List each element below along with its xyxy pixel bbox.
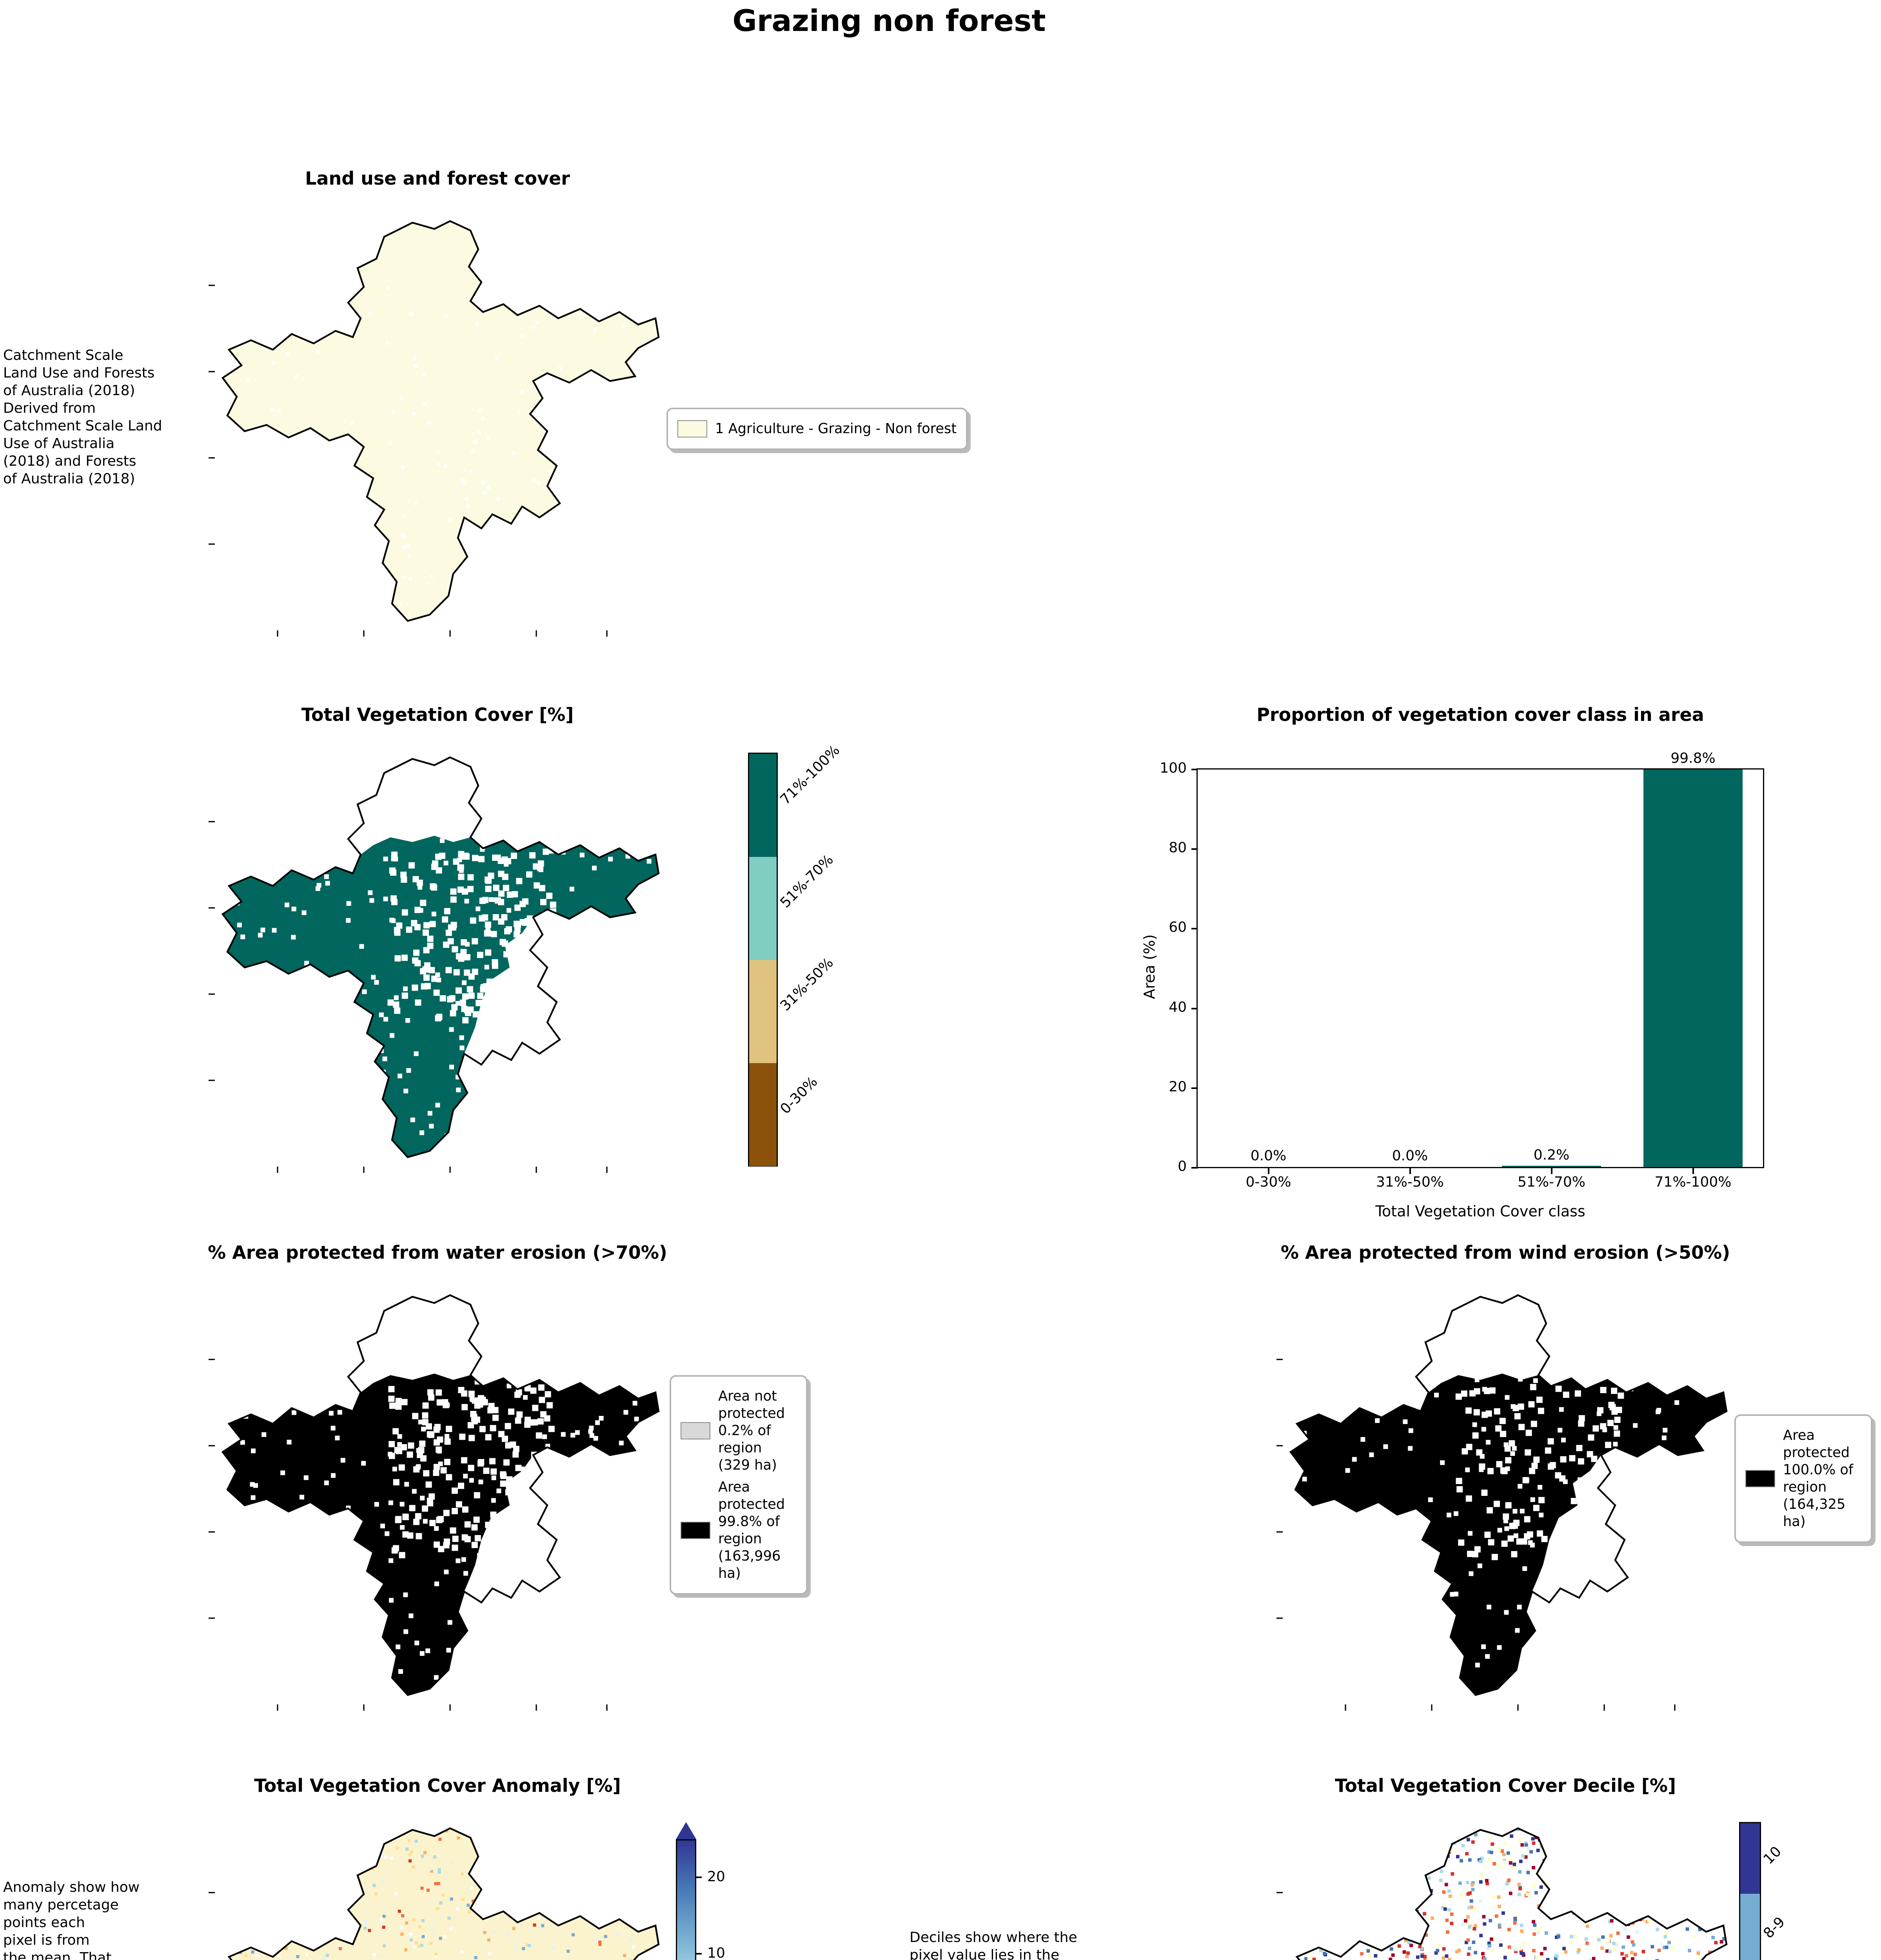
colorbar-tick	[696, 1877, 702, 1878]
y-tick-label: 60	[1169, 919, 1187, 936]
y-tick	[1191, 1007, 1198, 1009]
colorbar-tick-label: 10	[1760, 1843, 1785, 1867]
colorbar-tick	[696, 1953, 702, 1955]
anomaly-note: Anomaly show how many percetage points e…	[3, 1879, 140, 1960]
decile-title: Total Vegetation Cover Decile [%]	[1334, 1775, 1676, 1796]
y-tick	[1191, 1167, 1198, 1169]
x-tick-label: 31%-50%	[1376, 1174, 1444, 1190]
proportion-xlabel: Total Vegetation Cover class	[1375, 1203, 1585, 1220]
x-tick-label: 51%-70%	[1517, 1174, 1586, 1190]
legend-swatch	[1745, 1470, 1775, 1487]
wind-erosion-legend: Area protected 100.0% of region (164,325…	[1734, 1414, 1872, 1543]
proportion-chart-title: Proportion of vegetation cover class in …	[1256, 704, 1704, 725]
wind-erosion-map	[1276, 1294, 1728, 1711]
decile-colorbar: 108-94-72-31	[1739, 1822, 1788, 1960]
colorbar-segment	[749, 960, 777, 1063]
bar-value-label: 0.0%	[1250, 1148, 1287, 1164]
x-tick-label: 0-30%	[1246, 1174, 1291, 1190]
colorbar-segment	[749, 754, 777, 857]
colorbar-upper-arrow	[676, 1822, 696, 1839]
colorbar-ticks: 20100−10−20	[676, 1822, 725, 1960]
x-tick	[1409, 1168, 1411, 1174]
legend-swatch	[681, 1422, 710, 1439]
colorbar-tick-label: 8-9	[1760, 1914, 1788, 1942]
y-tick	[1191, 769, 1198, 770]
veg-cover-colorbar: 71%-100% 51%-70% 31%-50% 0-30%	[748, 742, 843, 1167]
colorbar-tick-label: 10	[707, 1945, 725, 1960]
decile-note: Deciles show where the pixel value lies …	[910, 1929, 1077, 1960]
legend-entry: Area not protected 0.2% of region (329 h…	[681, 1388, 797, 1474]
anomaly-map	[209, 1827, 660, 1960]
colorbar-tick-label: 31%-50%	[777, 955, 837, 1014]
land-use-title: Land use and forest cover	[305, 168, 570, 189]
land-use-legend: 1 Agriculture - Grazing - Non forest	[666, 408, 968, 450]
proportion-bar-chart: 0 20 40 60 80 100 0-30% 0.0% 31%-50% 0.0% 51%-70% 0…	[1160, 750, 1764, 1190]
colorbar-segment	[749, 1063, 777, 1166]
colorbar-gradient	[676, 1839, 696, 1960]
y-tick-label: 80	[1169, 840, 1187, 856]
legend-entry: Area protected 100.0% of region (164,325…	[1745, 1427, 1861, 1530]
legend-label: Area protected 100.0% of region (164,325…	[1783, 1427, 1854, 1530]
legend-swatch	[681, 1522, 710, 1539]
colorbar-segment	[1740, 1823, 1760, 1894]
veg-cover-title: Total Vegetation Cover [%]	[301, 704, 574, 725]
bar-value-label: 0.0%	[1392, 1148, 1428, 1164]
legend-label: Area not protected 0.2% of region (329 h…	[718, 1388, 785, 1473]
legend-entry: Area protected 99.8% of region (163,996 …	[681, 1479, 797, 1582]
bar-value-label: 0.2%	[1533, 1147, 1570, 1163]
anomaly-title: Total Vegetation Cover Anomaly [%]	[254, 1775, 621, 1796]
y-tick	[1191, 1087, 1198, 1089]
bar	[1643, 769, 1743, 1167]
colorbar-tick-label: 0-30%	[777, 1073, 821, 1117]
y-tick-label: 20	[1169, 1078, 1187, 1095]
water-erosion-map	[209, 1294, 660, 1711]
land-use-map	[209, 220, 660, 637]
y-tick	[1191, 928, 1198, 930]
colorbar-segment	[749, 857, 777, 960]
land-use-note: Catchment Scale Land Use and Forests of …	[3, 347, 162, 487]
y-tick-label: 0	[1178, 1158, 1187, 1174]
colorbar-tick-label: 20	[707, 1869, 725, 1885]
y-tick	[1191, 848, 1198, 850]
x-tick	[1551, 1168, 1552, 1174]
water-erosion-legend: Area not protected 0.2% of region (329 h…	[670, 1375, 808, 1595]
y-tick-label: 100	[1160, 760, 1187, 776]
bar-value-label: 99.8%	[1670, 750, 1716, 767]
y-tick-label: 40	[1169, 999, 1187, 1015]
x-tick	[1692, 1168, 1694, 1174]
colorbar-tick-label: 71%-100%	[777, 742, 843, 808]
legend-entry: 1 Agriculture - Grazing - Non forest	[677, 420, 957, 437]
anomaly-colorbar: 20100−10−20	[676, 1822, 725, 1960]
water-erosion-title: % Area protected from water erosion (>70…	[208, 1242, 667, 1263]
bar	[1502, 1166, 1601, 1167]
legend-swatch	[677, 420, 707, 437]
x-tick	[1267, 1168, 1269, 1174]
x-tick-label: 71%-100%	[1654, 1174, 1732, 1190]
legend-label: Area protected 99.8% of region (163,996 …	[718, 1479, 785, 1581]
veg-cover-map	[209, 756, 660, 1173]
wind-erosion-title: % Area protected from wind erosion (>50%…	[1280, 1242, 1730, 1263]
decile-map	[1276, 1827, 1728, 1960]
colorbar-tick-label: 51%-70%	[777, 851, 837, 911]
colorbar-segment	[1740, 1893, 1760, 1960]
page-title: Grazing non forest	[732, 3, 1046, 38]
legend-label: 1 Agriculture - Grazing - Non forest	[715, 421, 957, 437]
